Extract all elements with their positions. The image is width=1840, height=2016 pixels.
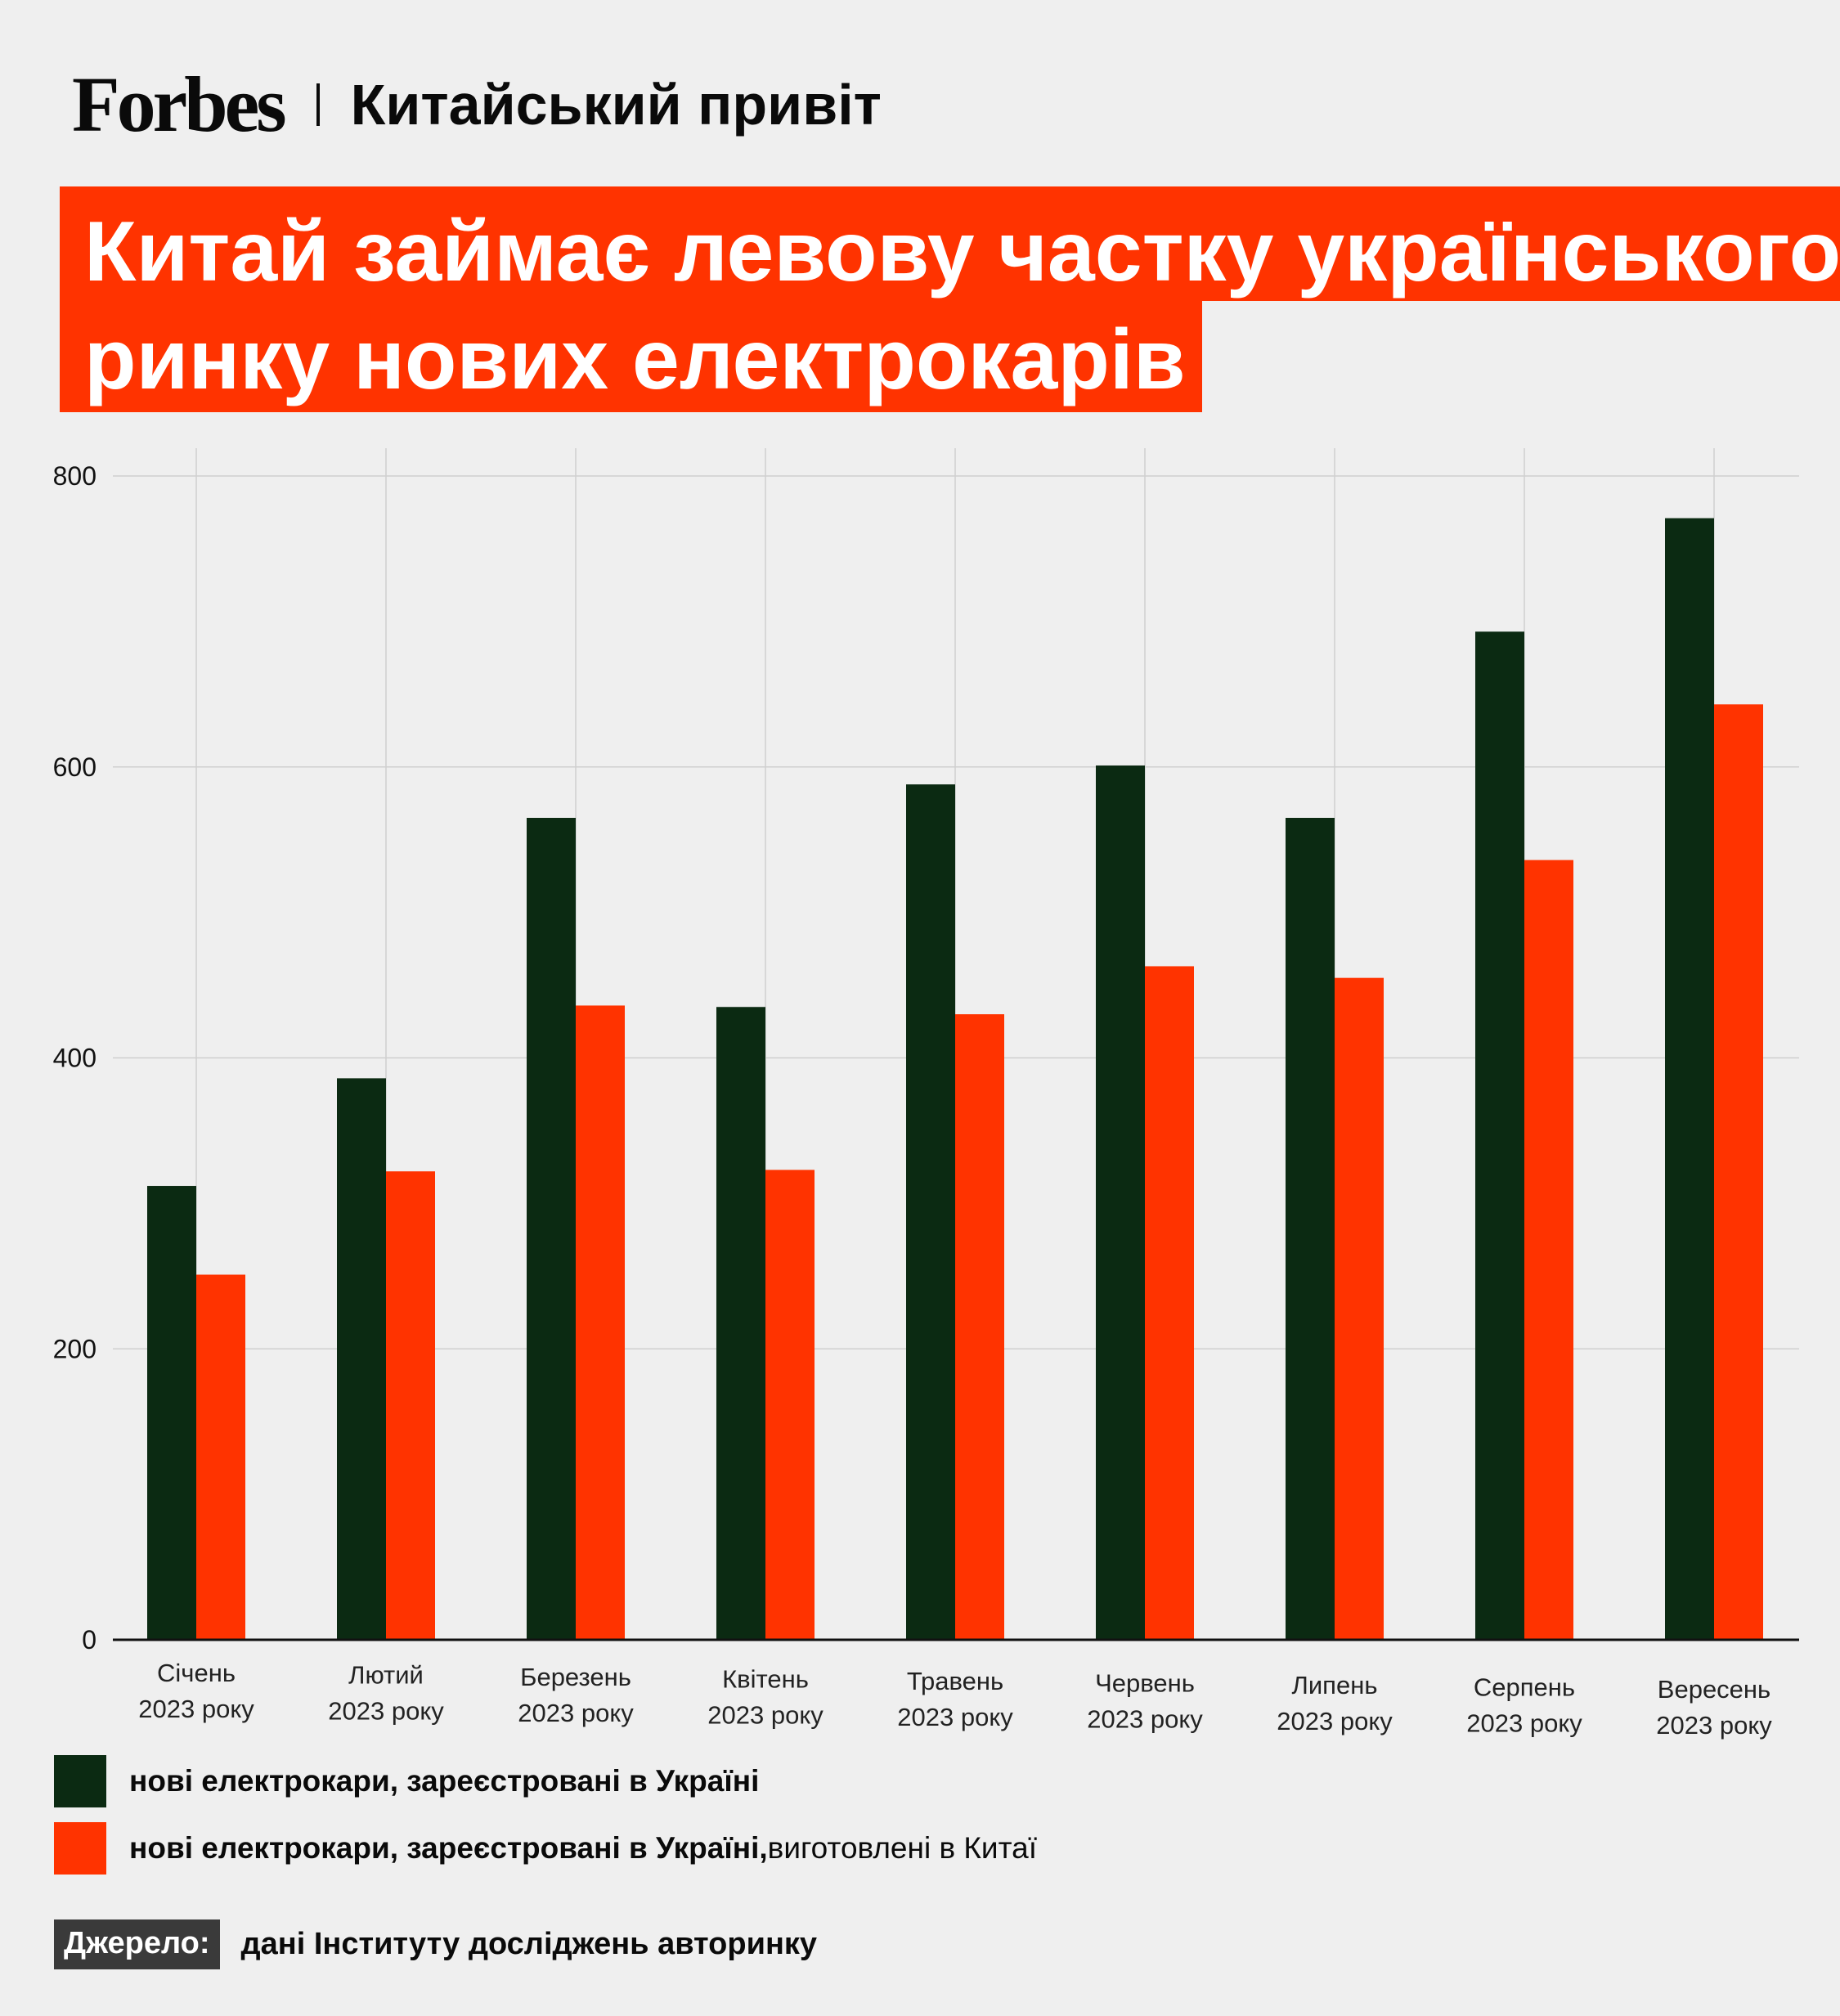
- bar-ukraine: [1096, 765, 1145, 1641]
- y-tick-label: 0: [82, 1625, 96, 1655]
- bar-ukraine: [1286, 818, 1335, 1640]
- x-category-year: 2023 року: [1087, 1705, 1203, 1734]
- bar-ukraine: [337, 1078, 386, 1640]
- bar-china: [955, 1014, 1004, 1640]
- y-tick-label: 600: [53, 752, 96, 782]
- brand-header: Forbes Китайський привіт: [72, 64, 882, 146]
- x-category-year: 2023 року: [897, 1703, 1013, 1731]
- bar-china: [1714, 704, 1763, 1640]
- x-category-label: Вересень: [1658, 1675, 1770, 1704]
- bar-china: [765, 1170, 815, 1640]
- y-tick-label: 200: [53, 1334, 96, 1363]
- legend-item-china: нові електрокари, зареєстровані в Україн…: [54, 1822, 1037, 1875]
- y-tick-label: 800: [53, 461, 96, 491]
- x-category-label: Травень: [907, 1667, 1003, 1695]
- legend-swatch-ukraine: [54, 1755, 106, 1807]
- x-category-year: 2023 року: [1656, 1711, 1772, 1740]
- x-category-label: Серпень: [1474, 1673, 1575, 1702]
- legend-label-ukraine: нові електрокари, зареєстровані в Україн…: [129, 1764, 760, 1798]
- forbes-logo: Forbes: [72, 61, 287, 148]
- x-category-label: Квітень: [722, 1665, 809, 1694]
- legend-label-china: нові електрокари, зареєстровані в Україн…: [129, 1831, 768, 1865]
- headline-line-2: ринку нових електрокарів: [60, 301, 1202, 412]
- x-category-year: 2023 року: [1277, 1707, 1393, 1735]
- bar-ukraine: [147, 1186, 196, 1640]
- x-category-year: 2023 року: [518, 1699, 634, 1727]
- bar-china: [1145, 966, 1194, 1640]
- bar-ukraine: [716, 1007, 765, 1640]
- legend: нові електрокари, зареєстровані в Україн…: [54, 1755, 1037, 1889]
- x-category-label: Березень: [520, 1663, 631, 1691]
- x-category-label: Липень: [1292, 1671, 1378, 1699]
- x-category-year: 2023 року: [707, 1701, 824, 1730]
- headline-line-1: Китай займає левову частку українського: [60, 186, 1840, 301]
- brand-divider: [316, 83, 320, 126]
- x-category-label: Січень: [157, 1659, 236, 1687]
- y-tick-label: 400: [53, 1044, 96, 1073]
- bar-china: [196, 1274, 245, 1640]
- x-category-label: Червень: [1095, 1669, 1195, 1698]
- headline: Китай займає левову частку українського …: [60, 186, 1840, 412]
- x-category-label: Лютий: [348, 1661, 424, 1690]
- bar-ukraine: [527, 818, 576, 1640]
- source: Джерело: дані Інституту досліджень автор…: [54, 1919, 817, 1969]
- section-name: Китайський привіт: [350, 73, 882, 137]
- bar-china: [1524, 860, 1573, 1640]
- source-tag: Джерело:: [54, 1919, 220, 1969]
- bar-ukraine: [1475, 631, 1524, 1641]
- x-category-year: 2023 року: [138, 1695, 254, 1723]
- bar-ukraine: [906, 784, 955, 1640]
- bar-ukraine: [1665, 518, 1714, 1640]
- x-category-year: 2023 року: [328, 1697, 444, 1726]
- legend-item-ukraine: нові електрокари, зареєстровані в Україн…: [54, 1755, 1037, 1807]
- source-text: дані Інституту досліджень авторинку: [240, 1927, 818, 1961]
- legend-suffix-china: виготовлені в Китаї: [767, 1831, 1037, 1865]
- bar-chart: 0 200 400 600 800 Січень 2023 року Лютий 2023 ро…: [53, 448, 1799, 1740]
- bar-china: [386, 1171, 435, 1640]
- bar-china: [576, 1005, 625, 1640]
- x-category-year: 2023 року: [1466, 1709, 1582, 1738]
- bar-china: [1335, 977, 1384, 1640]
- legend-swatch-china: [54, 1822, 106, 1875]
